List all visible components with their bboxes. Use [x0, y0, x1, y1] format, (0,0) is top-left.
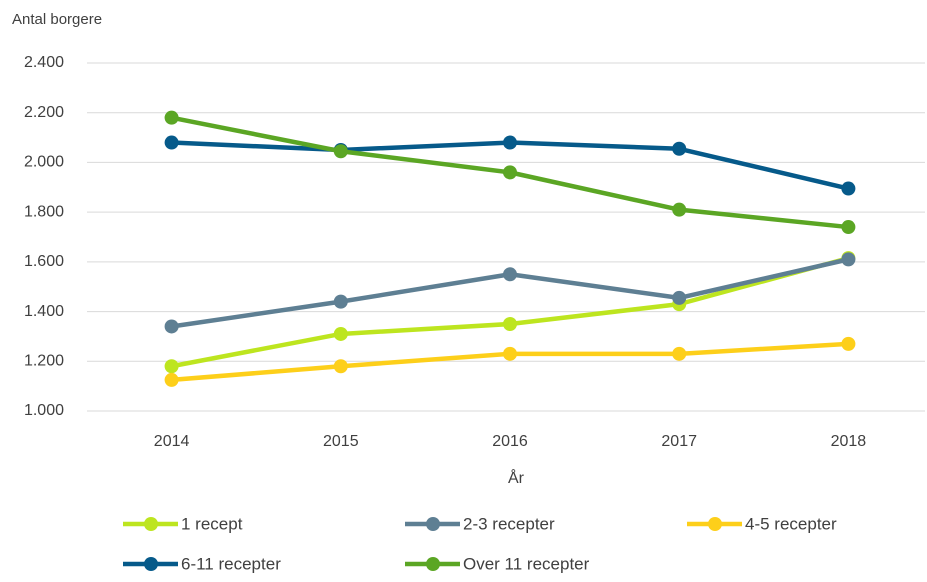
point — [672, 202, 687, 217]
y-tick-label: 1.200 — [24, 353, 64, 370]
point — [503, 165, 517, 180]
point — [672, 141, 687, 156]
point — [672, 346, 687, 361]
legend-marker — [144, 517, 158, 531]
legend-label: 6-11 recepter — [181, 554, 281, 573]
legend-label: Over 11 recepter — [463, 554, 590, 573]
point — [503, 267, 517, 282]
point — [164, 110, 179, 125]
point — [841, 252, 856, 267]
x-tick-label: 2014 — [154, 433, 190, 450]
y-tick-label: 2.000 — [24, 154, 64, 171]
point — [841, 181, 856, 196]
y-tick-label: 1.400 — [24, 303, 64, 320]
legend-marker — [426, 557, 440, 571]
legend-label: 4-5 recepter — [745, 514, 837, 533]
legend-marker — [426, 517, 440, 531]
y-tick-label: 2.200 — [24, 104, 64, 121]
x-tick-label: 2016 — [492, 433, 528, 450]
point — [333, 326, 348, 341]
point — [333, 294, 348, 309]
point — [164, 135, 179, 150]
point — [333, 359, 348, 374]
y-axis-title: Antal borgere — [12, 11, 102, 28]
point — [503, 317, 517, 331]
point — [503, 346, 517, 361]
point — [841, 336, 856, 351]
y-tick-label: 1.000 — [24, 402, 64, 419]
point — [503, 135, 517, 150]
legend-label: 2-3 recepter — [463, 514, 555, 533]
point — [164, 359, 179, 374]
point — [841, 220, 856, 235]
y-tick-label: 1.600 — [24, 253, 64, 270]
point — [672, 290, 687, 305]
x-tick-label: 2018 — [831, 433, 867, 450]
legend-label: 1 recept — [181, 514, 243, 533]
legend-marker — [144, 557, 158, 571]
legend-marker — [708, 517, 722, 531]
point — [164, 372, 179, 387]
x-axis-title: År — [508, 468, 525, 487]
point — [164, 319, 179, 334]
y-tick-label: 2.400 — [24, 54, 64, 71]
point — [333, 144, 348, 159]
y-tick-label: 1.800 — [24, 203, 64, 220]
x-tick-label: 2015 — [323, 433, 359, 450]
x-tick-label: 2017 — [661, 433, 697, 450]
